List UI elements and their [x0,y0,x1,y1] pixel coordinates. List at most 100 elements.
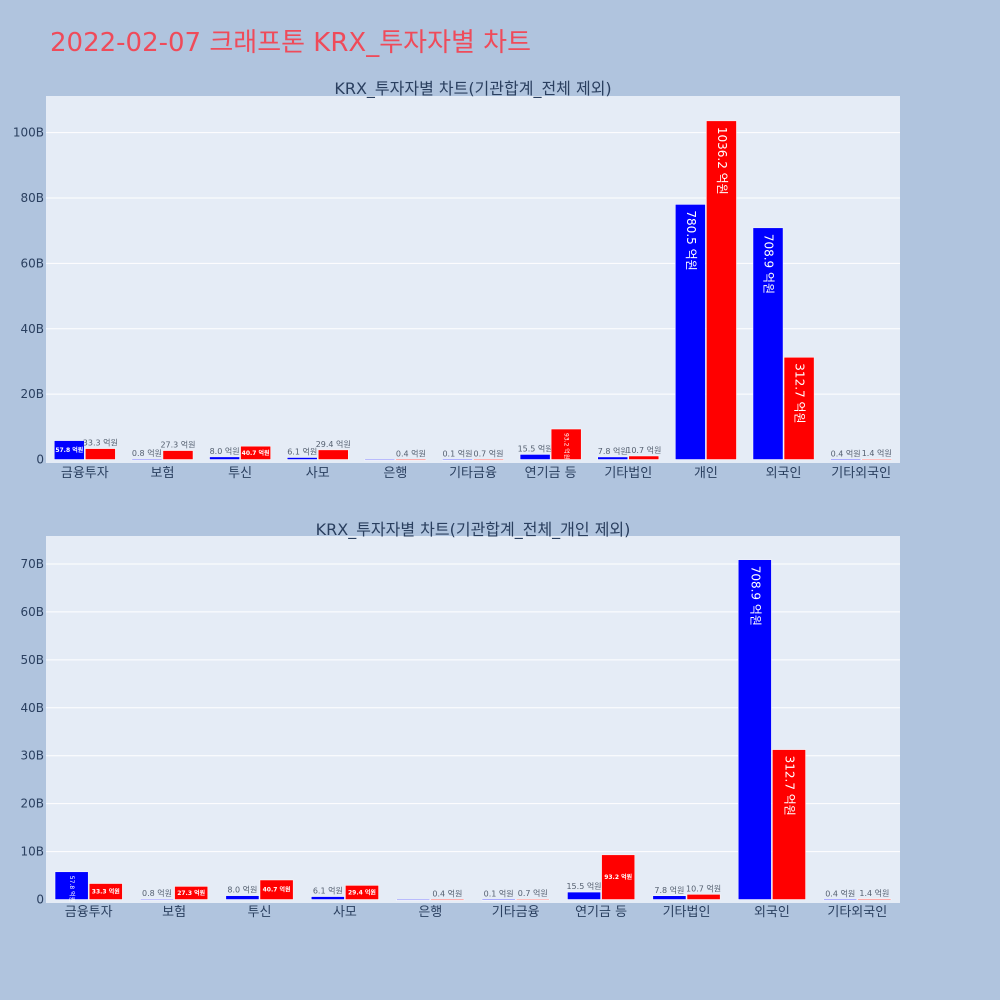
bar-series-2 [686,894,721,900]
bar-data-label: 40.7 억원 [263,886,291,894]
chart-title: KRX_투자자별 차트(기관합계_전체_개인 제외) [316,520,631,540]
bar-series-2 [783,357,815,460]
bar-series-1 [830,459,861,461]
y-tick-label: 40B [20,322,44,336]
bar-series-1 [597,456,629,460]
page-title: 2022-02-07 크래프톤 KRX_투자자별 차트 [50,28,532,58]
bar-data-label: 57.8 억원 [68,876,76,902]
bar-data-label: 0.7 억원 [518,888,548,898]
bar-series-2 [601,854,636,900]
x-tick-label: 보험 [150,466,174,481]
bar-series-1 [737,559,772,900]
y-tick-label: 20B [20,797,44,811]
y-tick-label: 100B [13,126,44,140]
y-tick-label: 40B [20,701,44,715]
bar-data-label: 7.8 억원 [654,885,684,895]
bar-data-label: 0.7 억원 [474,448,504,458]
y-tick-label: 60B [20,605,44,619]
x-tick-label: 사모 [306,466,330,481]
x-tick-label: 투신 [248,905,272,920]
bar-data-label: 6.1 억원 [313,886,343,896]
y-tick-label: 0 [36,893,44,907]
bar-series-2 [317,449,349,460]
x-tick-label: 개인 [694,466,718,481]
bar-data-label: 10.7 억원 [626,445,661,455]
bar-series-2 [240,445,271,460]
x-tick-label: 연기금 등 [575,905,627,920]
bar-series-1 [481,899,516,901]
bar-series-1 [54,871,89,900]
bar-series-2 [259,879,294,900]
bar-data-label: 0.8 억원 [142,888,172,898]
bar-series-2 [706,120,737,460]
bar-data-label: 6.1 억원 [287,447,317,457]
bar-data-label: 93.2 억원 [604,873,632,881]
bar-series-1 [54,440,85,460]
y-tick-label: 20B [20,387,44,401]
bar-data-label: 8.0 억원 [210,446,240,456]
x-tick-label: 기타금융 [449,466,497,481]
x-tick-label: 외국인 [754,905,790,920]
x-tick-label: 사모 [333,905,357,920]
bar-data-label: 0.1 억원 [484,888,514,898]
x-tick-label: 기타금융 [492,905,540,920]
bar-series-1 [396,899,431,901]
bar-series-2 [861,458,892,461]
bar-series-2 [550,428,582,460]
y-tick-label: 60B [20,256,44,270]
y-tick-label: 50B [20,653,44,667]
bar-data-label: 29.4 억원 [316,439,351,449]
bar-data-label: 1.4 억원 [862,448,892,458]
bar-series-2 [628,455,660,460]
plot-area [46,536,900,903]
bar-data-label: 312.7 억원 [782,756,796,816]
bar-data-label: 780.5 억원 [684,210,698,270]
y-tick-label: 30B [20,749,44,763]
bar-data-label: 10.7 억원 [686,883,721,893]
bar-series-1 [823,899,858,901]
bar-data-label: 27.3 억원 [160,440,195,450]
bar-data-label: 33.3 억원 [92,888,120,896]
bar-series-1 [225,895,260,900]
bar-data-label: 93.2 억원 [563,433,571,459]
bar-data-label: 0.4 억원 [825,888,855,898]
bar-series-1 [286,457,318,460]
bar-data-label: 0.4 억원 [396,448,426,458]
x-tick-label: 금융투자 [65,905,113,920]
bar-series-2 [395,459,427,461]
bar-data-label: 0.8 억원 [132,448,162,458]
bar-series-1 [652,895,687,900]
bar-data-label: 8.0 억원 [227,885,257,895]
bar-data-label: 15.5 억원 [566,881,601,891]
bar-data-label: 40.7 억원 [242,449,270,457]
x-tick-label: 기타외국인 [831,466,891,481]
y-tick-label: 10B [20,845,44,859]
bar-data-label: 57.8 억원 [55,446,83,454]
bar-data-label: 1.4 억원 [859,888,889,898]
bar-series-2 [515,898,550,901]
x-tick-label: 기타법인 [663,905,711,920]
chart-title: KRX_투자자별 차트(기관합계_전체 제외) [334,79,611,99]
x-tick-label: 기타법인 [604,466,652,481]
bar-series-1 [310,896,345,900]
y-tick-label: 0 [36,453,44,467]
bar-data-label: 15.5 억원 [518,443,553,453]
x-tick-label: 외국인 [766,466,802,481]
bar-series-1 [519,454,551,460]
bar-data-label: 7.8 억원 [598,446,628,456]
bar-series-2 [772,749,806,900]
bar-series-1 [140,898,174,901]
x-tick-label: 금융투자 [61,466,109,481]
bar-data-label: 0.1 억원 [442,448,472,458]
bar-series-1 [442,459,473,461]
bar-data-label: 27.3 억원 [177,889,205,897]
bar-series-1 [364,459,396,461]
bar-data-label: 312.7 억원 [793,363,807,423]
bar-series-1 [752,227,784,460]
bar-data-label: 708.9 억원 [762,234,776,294]
bar-data-label: 33.3 억원 [83,438,118,448]
x-tick-label: 투신 [228,466,252,481]
bar-data-label: 1036.2 억원 [715,127,729,195]
bar-data-label: 0.4 억원 [831,448,861,458]
